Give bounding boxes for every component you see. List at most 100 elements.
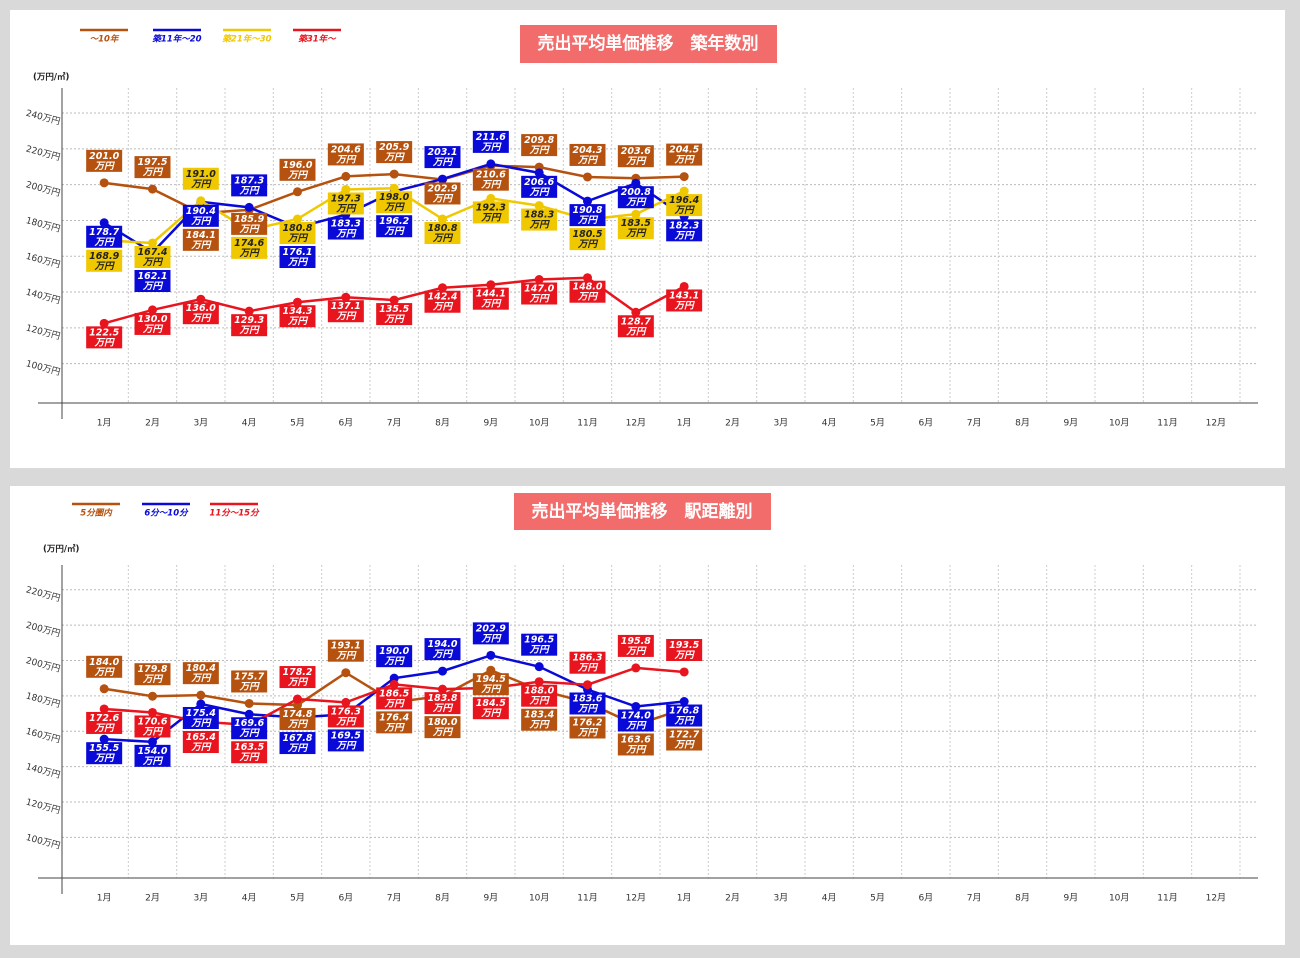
label-box <box>327 217 364 240</box>
label-box <box>231 236 268 259</box>
data-label-text: 197.5 万円 <box>137 157 167 178</box>
label-box <box>569 204 606 227</box>
x-tick-label: 6月 <box>338 893 353 904</box>
data-label: 178.2 万円 <box>279 666 316 689</box>
label-box <box>376 141 413 164</box>
data-point <box>99 178 109 188</box>
data-label: 169.6 万円 <box>231 717 268 740</box>
label-box <box>182 730 219 753</box>
data-label-text: 194.0 万円 <box>427 639 457 660</box>
label-box <box>134 312 171 335</box>
data-point <box>148 691 157 701</box>
label-box <box>376 687 413 710</box>
data-label: 130.0 万円 <box>134 312 171 335</box>
data-label-text: 167.4 万円 <box>137 246 167 267</box>
data-label: 170.6 万円 <box>134 715 171 738</box>
label-box <box>569 280 606 303</box>
data-label-text: 183.3 万円 <box>331 218 361 239</box>
data-label-text: 190.8 万円 <box>572 205 602 226</box>
data-label-text: 196.5 万円 <box>524 634 554 655</box>
data-label-text: 203.1 万円 <box>427 147 457 168</box>
label-box <box>666 219 703 242</box>
label-box <box>376 215 413 238</box>
label-box <box>521 708 558 731</box>
data-point <box>486 280 496 290</box>
data-point <box>244 202 254 212</box>
data-point <box>148 184 157 194</box>
data-point <box>389 183 399 193</box>
data-label: 187.3 万円 <box>231 174 268 197</box>
data-label: 165.4 万円 <box>182 730 219 753</box>
data-label: 183.5 万円 <box>617 217 654 240</box>
x-tick-label: 7月 <box>967 418 982 429</box>
x-tick-label: 7月 <box>387 893 402 904</box>
data-label: 154.0 万円 <box>134 744 171 767</box>
data-label-text: 176.4 万円 <box>379 712 409 733</box>
data-label: 167.4 万円 <box>134 245 171 268</box>
data-label: 162.1 万円 <box>134 269 171 292</box>
data-label-text: 196.0 万円 <box>282 159 312 180</box>
label-box <box>376 191 413 214</box>
data-label-text: 137.1 万円 <box>331 301 361 322</box>
label-box <box>327 705 364 728</box>
legend-label: 11分～15分 <box>209 508 260 519</box>
data-point <box>389 679 399 689</box>
data-label: 192.3 万円 <box>472 201 509 224</box>
data-label-text: 196.2 万円 <box>379 216 409 237</box>
data-label-text: 183.5 万円 <box>621 218 651 239</box>
data-label: 196.2 万円 <box>376 215 413 238</box>
data-label: 209.8 万円 <box>521 134 558 157</box>
data-label: 135.5 万円 <box>376 303 413 326</box>
data-point <box>196 690 206 700</box>
data-label-text: 176.1 万円 <box>282 247 312 268</box>
data-point <box>389 169 399 179</box>
data-label: 176.1 万円 <box>279 246 316 269</box>
x-tick-label: 1月 <box>677 418 692 429</box>
data-point <box>244 698 254 708</box>
label-box <box>376 711 413 734</box>
data-label-text: 194.5 万円 <box>476 674 506 695</box>
data-label-text: 163.6 万円 <box>621 734 651 755</box>
data-point <box>148 238 157 248</box>
data-label: 188.3 万円 <box>521 208 558 231</box>
data-label: 122.5 万円 <box>86 326 123 349</box>
label-box <box>472 673 509 696</box>
label-box <box>569 716 606 739</box>
data-label-text: 209.8 万円 <box>524 135 554 156</box>
data-point <box>196 294 206 304</box>
label-box <box>472 201 509 224</box>
x-tick-label: 11月 <box>577 418 597 429</box>
data-label-text: 204.5 万円 <box>669 144 699 165</box>
x-tick-label: 2月 <box>725 418 740 429</box>
label-box <box>376 645 413 668</box>
data-label: 202.9 万円 <box>472 622 509 645</box>
data-point <box>534 662 544 672</box>
data-label-text: 178.7 万円 <box>89 226 119 247</box>
label-box <box>666 638 703 661</box>
data-point <box>486 193 496 203</box>
data-label-text: 175.4 万円 <box>186 707 216 728</box>
label-box <box>86 742 123 765</box>
data-label: 155.5 万円 <box>86 742 123 765</box>
x-tick-label: 9月 <box>483 418 498 429</box>
x-tick-label: 11月 <box>1157 893 1177 904</box>
data-label: 148.0 万円 <box>569 280 606 303</box>
label-box <box>424 692 461 715</box>
data-point <box>293 214 302 224</box>
data-label-text: 210.6 万円 <box>476 169 506 190</box>
data-label: 201.0 万円 <box>86 149 123 172</box>
data-label: 174.6 万円 <box>231 236 268 259</box>
data-point <box>631 701 641 711</box>
x-tick-label: 1月 <box>97 893 112 904</box>
data-label-text: 174.6 万円 <box>234 237 264 258</box>
data-label-text: 187.3 万円 <box>234 175 264 196</box>
label-box <box>327 639 364 662</box>
data-label: 184.1 万円 <box>182 228 219 251</box>
data-label: 179.8 万円 <box>134 663 171 686</box>
data-label: 129.3 万円 <box>231 314 268 337</box>
data-label: 128.7 万円 <box>617 315 654 338</box>
data-label: 190.8 万円 <box>569 204 606 227</box>
data-label: 174.0 万円 <box>617 709 654 732</box>
data-label-text: 184.0 万円 <box>89 656 119 677</box>
data-label-text: 142.4 万円 <box>427 291 457 312</box>
